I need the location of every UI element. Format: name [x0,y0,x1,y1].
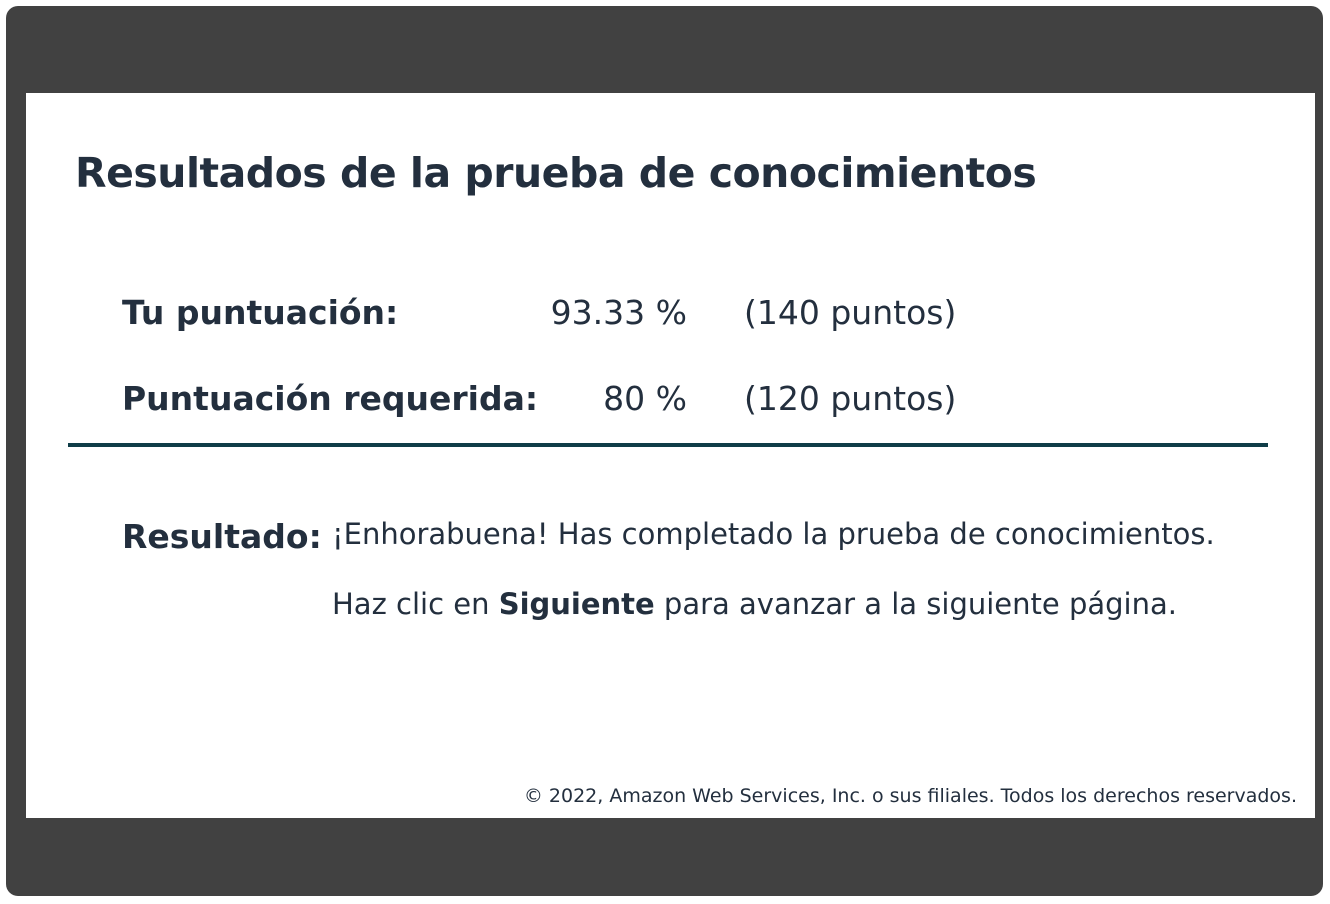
score-points: (140 puntos) [744,293,957,332]
score-label: Tu puntuación: [122,293,399,332]
next-keyword: Siguiente [498,587,655,621]
results-slide: Resultados de la prueba de conocimientos… [26,93,1315,818]
result-message: ¡Enhorabuena! Has completado la prueba d… [332,517,1215,551]
next-instruction-suffix: para avanzar a la siguiente página. [654,587,1177,621]
required-score-points: (120 puntos) [744,379,957,418]
score-percent: 93.33 % [550,293,687,332]
required-score-percent: 80 % [603,379,687,418]
required-score-label: Puntuación requerida: [122,379,539,418]
result-label: Resultado: [122,517,322,556]
next-instruction-prefix: Haz clic en [332,587,499,621]
window-frame: Resultados de la prueba de conocimientos… [6,6,1323,896]
section-divider [68,443,1268,447]
copyright-notice: © 2022, Amazon Web Services, Inc. o sus … [523,785,1297,807]
next-instruction: Haz clic en Siguiente para avanzar a la … [332,587,1177,621]
page-title: Resultados de la prueba de conocimientos [75,149,1037,197]
